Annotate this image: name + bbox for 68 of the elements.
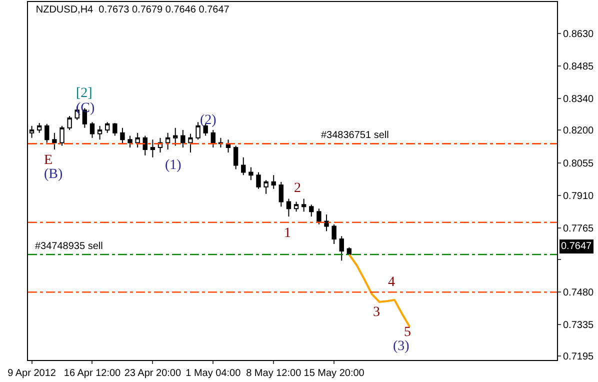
x-tick-label: 8 May 12:00 [246,368,302,379]
x-tick-label: 23 Apr 20:00 [124,368,182,379]
candlestick [120,127,125,144]
annotation: (B) [44,167,63,182]
candlestick [165,132,170,150]
candlestick [52,132,57,150]
candlestick [301,198,306,212]
annotation: 5 [404,325,411,340]
ref-line-label: #34748935 sell [35,241,103,252]
annotation: 3 [373,305,380,320]
y-tick-label: 0.7910 [563,190,594,202]
candlestick [97,125,102,140]
candlestick [60,125,64,146]
y-tick-label: 0.8200 [563,126,594,137]
x-tick-label: 15 May 20:00 [304,368,365,379]
chart-title: NZDUSD,H4 0.7673 0.7679 0.7646 0.7647 [36,4,230,16]
candlestick [332,224,336,244]
candlestick [233,145,238,170]
candlestick [256,172,261,190]
annotation: (2) [200,113,217,128]
x-tick-label: 9 Apr 2012 [8,368,56,379]
candlestick [188,133,193,153]
annotation: (1) [165,158,182,173]
candlestick [324,214,329,232]
candlestick [294,201,299,212]
candlestick [142,135,148,156]
candlestick [241,156,246,176]
candlestick [210,129,216,148]
candlestick [67,116,72,130]
x-tick-label: 16 Apr 12:00 [64,368,122,379]
candlestick [173,127,178,146]
candlestick [150,139,156,158]
candlestick [135,132,140,148]
candlestick [286,198,292,218]
candlestick [271,174,276,190]
candlestick [90,122,95,138]
line-series [348,254,411,328]
annotation: (C) [76,101,95,116]
y-tick-label: 0.7335 [563,320,594,332]
annotation: E [44,153,53,168]
y-tick-label: 0.8485 [563,62,594,73]
y-tick-label: 0.8630 [563,28,594,40]
candlestick [339,236,344,262]
candlestick [105,122,110,134]
annotation: 4 [388,275,395,290]
annotation: 2 [294,181,301,196]
candlestick [128,135,132,148]
y-tick-label: 0.8340 [563,94,594,106]
annotation: 1 [284,226,291,241]
annotation: [2] [76,86,92,101]
y-tick-label: 0.7195 [563,352,594,363]
candlestick [316,208,322,225]
annotation: (3) [393,339,410,354]
ref-line-label: #34836751 sell [321,130,389,141]
candlestick [36,122,42,134]
candlestick [248,166,254,181]
y-tick-label: 0.8055 [563,158,594,170]
candlestick [264,180,268,194]
x-tick-label: 1 May 04:00 [186,368,242,379]
y-tick-label: 0.7765 [563,224,594,234]
text: 0.7647 [561,241,592,252]
candlestick [44,123,50,144]
candlestick [196,122,200,140]
candlestick [309,204,314,218]
candlestick [278,181,284,208]
candlestick [112,122,118,136]
candlestick [180,129,186,148]
y-tick-label: 0.7480 [563,288,594,299]
